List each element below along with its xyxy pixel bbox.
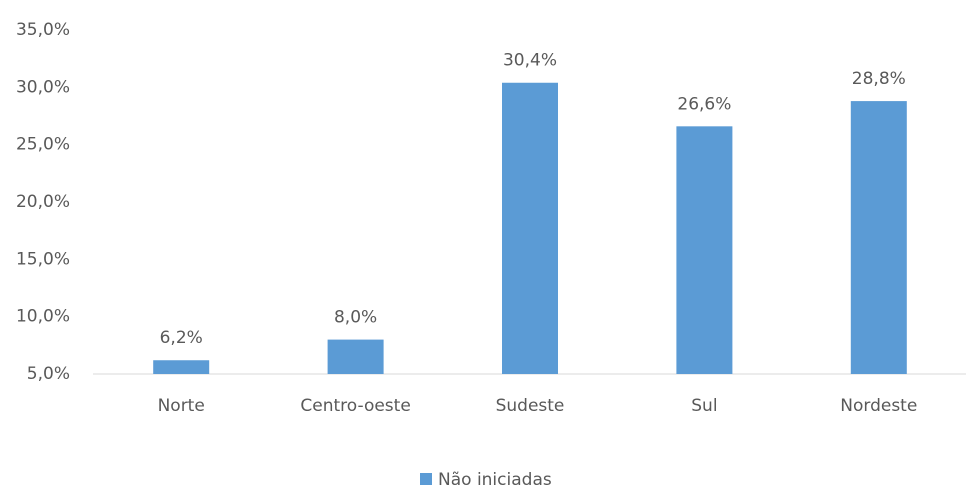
y-tick-label: 5,0% [27, 364, 70, 384]
bar [850, 101, 907, 375]
bar [502, 82, 558, 374]
legend-swatch [420, 473, 432, 485]
x-tick-label: Sul [691, 396, 717, 416]
bar [327, 339, 384, 374]
x-tick-label: Sudeste [496, 396, 565, 416]
data-label: 6,2% [160, 328, 203, 348]
y-tick-label: 25,0% [16, 135, 70, 155]
legend-label: Não iniciadas [438, 470, 552, 488]
y-tick-label: 15,0% [16, 249, 70, 269]
x-tick-label: Norte [158, 396, 205, 416]
data-label: 26,6% [677, 94, 731, 114]
data-label: 8,0% [334, 308, 377, 328]
y-tick-label: 30,0% [16, 77, 70, 97]
data-label: 30,4% [503, 51, 557, 71]
bar [676, 126, 733, 374]
bar [153, 360, 210, 374]
x-tick-label: Centro-oeste [300, 396, 410, 416]
data-label: 28,8% [852, 69, 906, 89]
y-tick-label: 20,0% [16, 192, 70, 212]
x-tick-label: Nordeste [840, 396, 917, 416]
y-tick-label: 35,0% [16, 20, 70, 40]
y-tick-label: 10,0% [16, 307, 70, 327]
